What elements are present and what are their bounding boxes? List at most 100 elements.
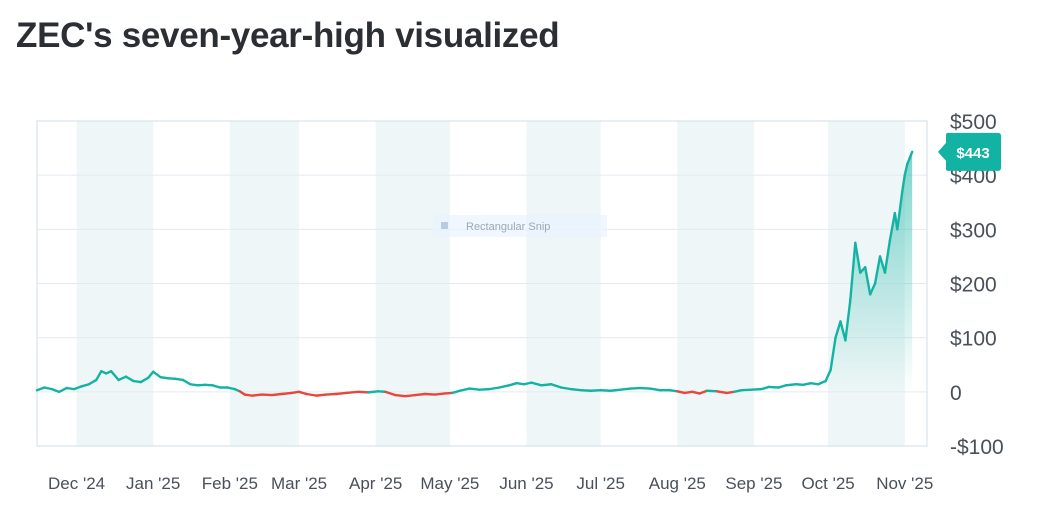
x-tick-label: Feb '25	[202, 474, 258, 493]
price-line-segment	[488, 386, 501, 391]
price-line-segment	[668, 389, 679, 393]
price-line-segment-negative	[683, 390, 694, 395]
price-line-segment	[829, 336, 837, 372]
price-line-segment	[124, 375, 135, 383]
price-line-segment	[629, 386, 642, 390]
price-line-segment	[109, 370, 120, 382]
price-line-segment	[639, 386, 652, 390]
price-line-segment	[619, 387, 632, 391]
price-line-segment	[211, 384, 222, 389]
price-line-segment	[50, 387, 61, 394]
price-line-segment	[139, 376, 150, 384]
price-line-segment	[468, 387, 481, 391]
y-tick-label: 0	[950, 382, 962, 405]
last-price-tag-bg	[938, 132, 1001, 171]
price-line-segment	[589, 389, 602, 392]
snip-label: Rectangular Snip	[466, 221, 550, 233]
price-line-segment	[849, 241, 857, 301]
price-line-segment-negative	[394, 393, 407, 398]
snip-overlay	[433, 215, 607, 237]
x-tick-label: Jul '25	[576, 474, 625, 493]
x-tick-label: Oct '25	[801, 474, 854, 493]
price-line-segment	[35, 386, 46, 392]
price-line-segment	[147, 370, 155, 379]
price-line-segment	[367, 390, 380, 394]
price-line-segment	[767, 385, 780, 389]
price-line-segment	[196, 383, 207, 387]
price-line-segment	[226, 386, 236, 391]
price-line-segment	[906, 150, 914, 166]
price-line-segment-negative	[290, 390, 301, 395]
price-line-segment	[189, 383, 199, 387]
price-line-segment	[854, 241, 862, 274]
price-line-segment-negative	[243, 393, 254, 397]
price-line-segment-negative	[715, 390, 728, 395]
x-tick-label: Jan '25	[126, 474, 180, 493]
price-line-segment-negative	[698, 389, 709, 395]
price-line-segment-negative	[270, 392, 283, 397]
price-line-segment	[777, 384, 788, 389]
price-line-segment	[166, 377, 177, 381]
price-line-segment	[740, 388, 753, 392]
price-line-segment	[550, 383, 563, 389]
price-line-segment	[515, 381, 526, 386]
x-tick-label: Sep '25	[725, 474, 782, 493]
price-line-segment	[579, 389, 592, 392]
price-line-segment	[901, 173, 906, 193]
x-tick-label: May '25	[420, 474, 479, 493]
price-line-segment	[458, 387, 471, 392]
price-line-segment-negative	[725, 390, 736, 395]
price-line-segment	[530, 381, 543, 387]
y-tick-label: $200	[950, 274, 997, 297]
price-line-segment	[888, 211, 897, 242]
price-line-segment	[507, 381, 518, 387]
last-price-tag: $443	[938, 132, 1001, 171]
price-line-segment	[834, 320, 842, 339]
x-tick-label: Nov '25	[876, 474, 933, 493]
price-line-segment	[43, 386, 54, 391]
price-line-segment	[203, 383, 214, 387]
price-line-segment-negative	[443, 391, 454, 395]
price-line-segment	[809, 381, 820, 386]
price-line-segment-negative	[297, 390, 308, 396]
y-tick-label: $300	[950, 219, 997, 242]
x-tick-label: Apr '25	[349, 474, 402, 493]
price-line-segment	[784, 383, 798, 387]
price-line-segment-negative	[404, 393, 417, 398]
price-line-segment	[87, 378, 98, 386]
y-tick-label: $500	[950, 111, 997, 134]
price-line-segment	[844, 298, 852, 342]
y-tick-label: $400	[950, 165, 997, 188]
price-line-segment-negative	[334, 391, 348, 396]
price-line-segment-negative	[315, 393, 328, 397]
price-line-segment	[705, 389, 719, 393]
y-tick-label: -$100	[950, 436, 1004, 459]
snip-icon	[441, 222, 448, 229]
price-line-segment-negative	[344, 390, 360, 395]
price-line-segment	[817, 379, 827, 386]
price-line-segment	[159, 376, 170, 380]
price-line-segment-negative	[357, 390, 370, 394]
page-title: ZEC's seven-year-high visualized	[16, 16, 560, 55]
price-line-segment	[903, 163, 909, 177]
last-price-label: $443	[956, 145, 989, 162]
price-line-segment	[181, 378, 192, 386]
price-line-segment	[478, 387, 491, 391]
price-line-segment	[65, 386, 76, 391]
price-line-segment-negative	[423, 392, 437, 396]
price-line-segment	[174, 377, 185, 382]
price-line-segment-negative	[280, 391, 293, 396]
price-line-segment	[95, 370, 103, 382]
price-line-segment	[376, 390, 387, 394]
x-tick-label: Jun '25	[499, 474, 553, 493]
price-line-segment	[863, 266, 872, 296]
price-line-segment	[117, 375, 128, 382]
price-line-segment	[80, 383, 91, 388]
price-line-segment	[498, 384, 511, 389]
price-line-segment	[878, 255, 887, 274]
price-line-segment	[522, 381, 533, 386]
price-line-segment-negative	[676, 390, 686, 395]
price-line-segment	[732, 389, 743, 394]
price-line-segment	[883, 238, 892, 274]
